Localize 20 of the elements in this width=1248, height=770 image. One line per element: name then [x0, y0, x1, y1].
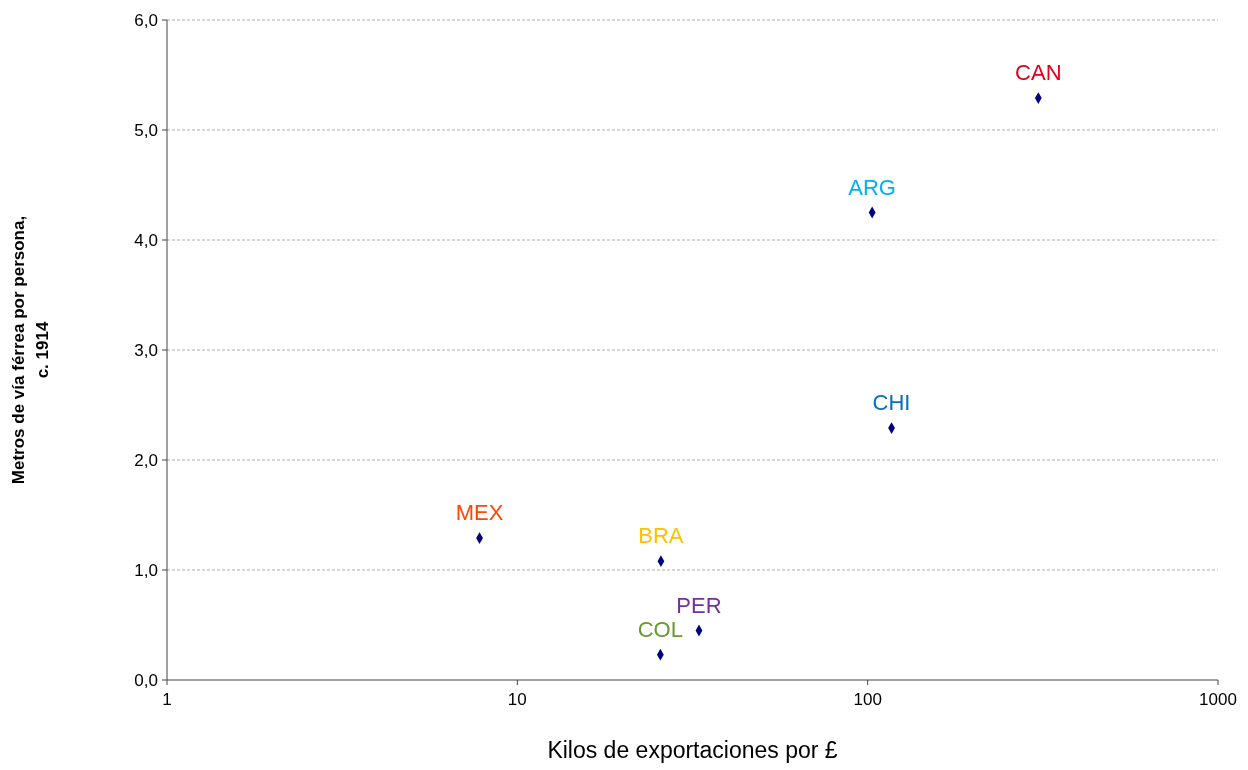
x-tick-label: 1 [162, 690, 172, 709]
annotation: ARG [848, 174, 897, 200]
x-tick-label: 100 [853, 690, 882, 709]
annotation: CHI [872, 390, 911, 416]
y-tick-label: 2,0 [134, 450, 158, 470]
y-tick-label: 4,0 [134, 230, 158, 250]
annotation: COL [637, 616, 683, 642]
y-tick-label: 5,0 [134, 120, 158, 140]
annotation: MEX [455, 500, 504, 526]
annotation: PER [676, 592, 722, 618]
y-tick-label: 0,0 [134, 670, 158, 690]
y-tick-label: 3,0 [134, 340, 158, 360]
y-tick-label: 1,0 [134, 560, 158, 580]
x-axis-title: Kilos de exportaciones por £ [547, 737, 838, 763]
annotation: BRA [638, 523, 684, 549]
y-tick-label: 6,0 [134, 10, 158, 30]
x-tick-label: 10 [507, 690, 527, 709]
annotation: CAN [1015, 60, 1062, 86]
y-axis-title: Metros de vía férrea por persona, c. 1914 [9, 215, 52, 485]
x-tick-label: 1000 [1199, 690, 1237, 709]
